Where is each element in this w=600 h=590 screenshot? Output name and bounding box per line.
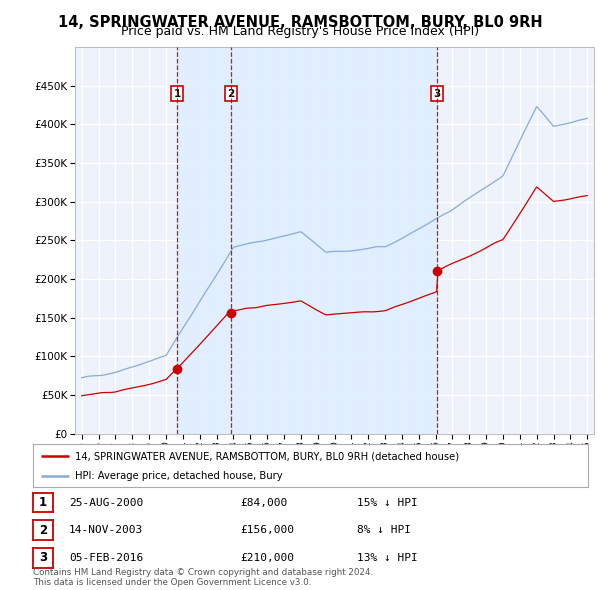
Text: 05-FEB-2016: 05-FEB-2016 (69, 553, 143, 563)
Text: Contains HM Land Registry data © Crown copyright and database right 2024.
This d: Contains HM Land Registry data © Crown c… (33, 568, 373, 587)
Text: Price paid vs. HM Land Registry's House Price Index (HPI): Price paid vs. HM Land Registry's House … (121, 25, 479, 38)
Text: HPI: Average price, detached house, Bury: HPI: Average price, detached house, Bury (74, 471, 282, 481)
Text: 14, SPRINGWATER AVENUE, RAMSBOTTOM, BURY, BL0 9RH (detached house): 14, SPRINGWATER AVENUE, RAMSBOTTOM, BURY… (74, 451, 459, 461)
Text: £156,000: £156,000 (240, 526, 294, 535)
Text: 2: 2 (227, 88, 235, 99)
Text: £210,000: £210,000 (240, 553, 294, 563)
Text: 3: 3 (433, 88, 441, 99)
Text: 14-NOV-2003: 14-NOV-2003 (69, 526, 143, 535)
Text: 2: 2 (39, 523, 47, 537)
Bar (231, 47, 437, 434)
Text: 3: 3 (39, 551, 47, 565)
Text: 15% ↓ HPI: 15% ↓ HPI (357, 498, 418, 507)
Text: 1: 1 (39, 496, 47, 509)
Text: 8% ↓ HPI: 8% ↓ HPI (357, 526, 411, 535)
Text: 13% ↓ HPI: 13% ↓ HPI (357, 553, 418, 563)
Text: 1: 1 (173, 88, 181, 99)
Text: 25-AUG-2000: 25-AUG-2000 (69, 498, 143, 507)
Text: £84,000: £84,000 (240, 498, 287, 507)
Text: 14, SPRINGWATER AVENUE, RAMSBOTTOM, BURY, BL0 9RH: 14, SPRINGWATER AVENUE, RAMSBOTTOM, BURY… (58, 15, 542, 30)
Bar (177, 47, 231, 434)
